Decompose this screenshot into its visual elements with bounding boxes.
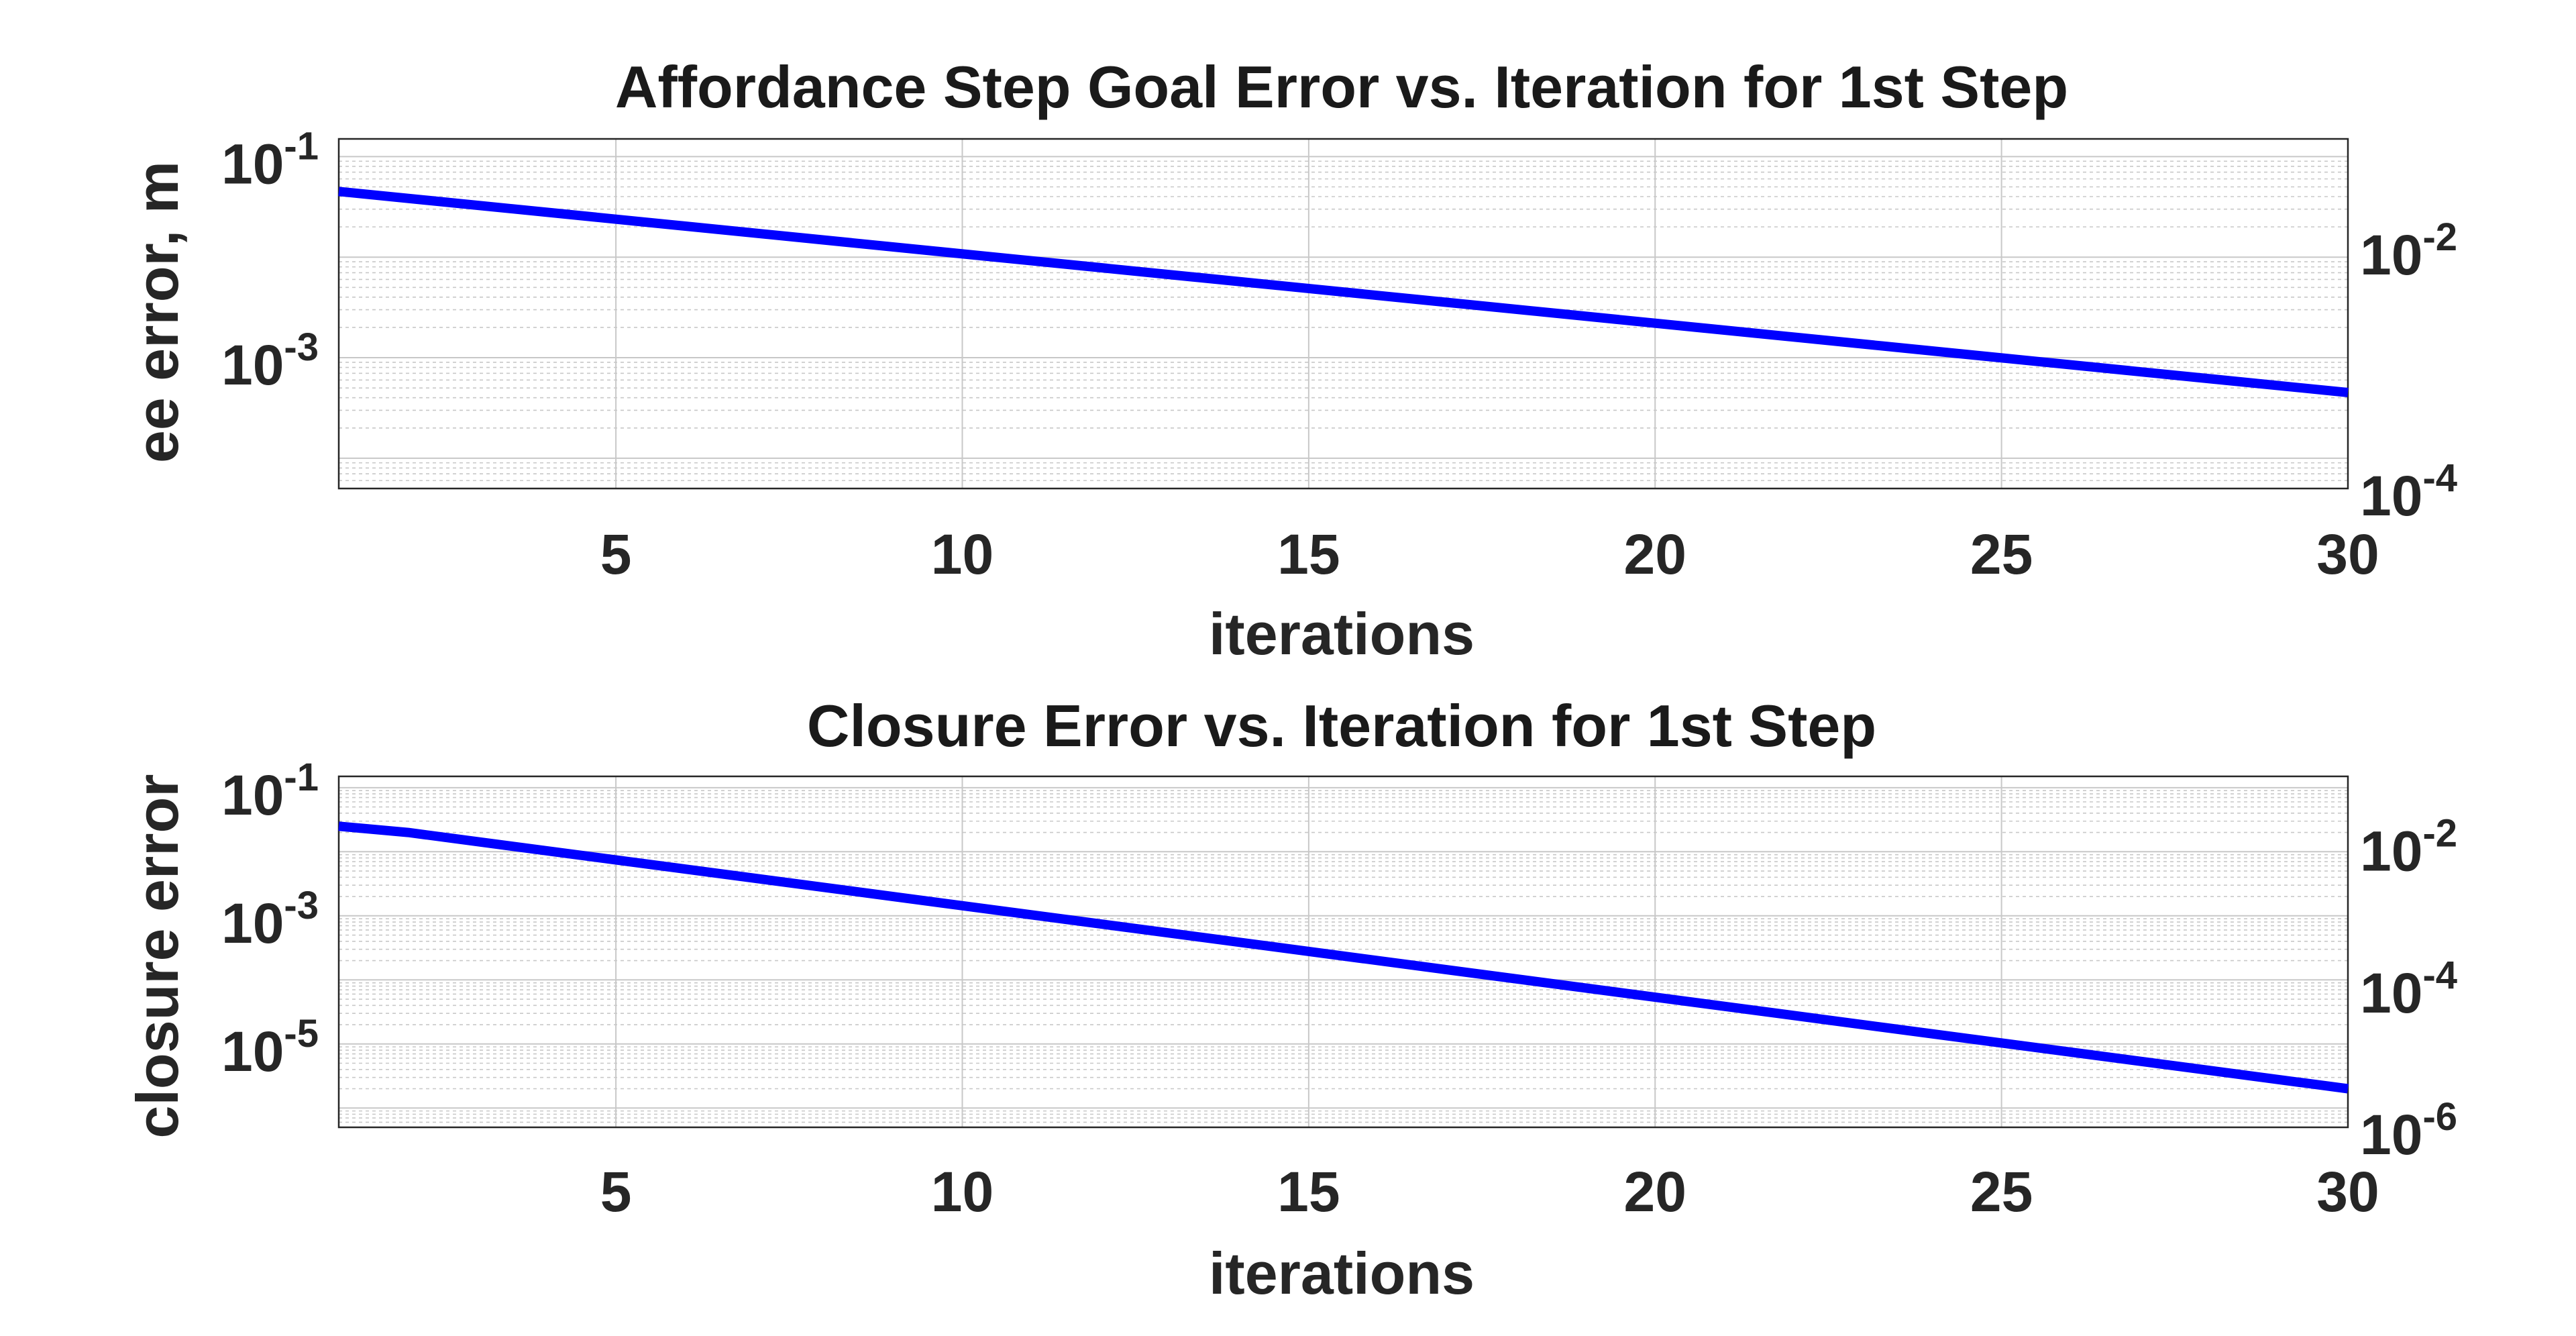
chart-title: Closure Error vs. Iteration for 1st Step [807, 692, 1876, 759]
x-axis-label: iterations [1209, 1240, 1474, 1306]
x-tick-label-4: 25 [1970, 1160, 2033, 1223]
x-axis-label: iterations [1209, 601, 1474, 667]
x-tick-label-2: 15 [1277, 523, 1340, 586]
x-tick-label-0: 5 [600, 1160, 632, 1223]
chart-title: Affordance Step Goal Error vs. Iteration… [615, 54, 2068, 120]
x-tick-label-4: 25 [1970, 523, 2033, 586]
y-left-tick-label-1: 10-3 [221, 884, 319, 955]
x-tick-label-5: 30 [2316, 523, 2379, 586]
x-tick-label-1: 10 [931, 523, 994, 586]
x-tick-label-5: 30 [2316, 1160, 2379, 1223]
plot-area [337, 138, 2349, 490]
y-left-tick-label-1: 10-3 [221, 325, 319, 397]
x-axis-ticks: 5 10 15 20 25 30 [600, 1160, 2379, 1223]
plot-area [337, 775, 2349, 1129]
y-axis-label: ee error, m [124, 161, 191, 463]
x-axis-ticks: 5 10 15 20 25 30 [600, 523, 2379, 586]
y-right-tick-label-1: 10-4 [2360, 456, 2457, 527]
y-right-tick-label-2: 10-6 [2360, 1095, 2457, 1166]
x-tick-label-0: 5 [600, 523, 632, 586]
y-right-tick-label-0: 10-2 [2360, 812, 2457, 883]
series-line [338, 187, 2349, 397]
x-tick-label-3: 20 [1624, 523, 1686, 586]
y-axis-left-ticks: 10-1 10-3 10-5 [221, 756, 319, 1083]
y-axis-right-ticks: 10-2 10-4 [2360, 215, 2457, 527]
series-line [338, 821, 2349, 1094]
y-axis-left-ticks: 10-1 10-3 [221, 124, 319, 397]
y-left-tick-label-0: 10-1 [221, 756, 319, 827]
x-tick-label-3: 20 [1624, 1160, 1686, 1223]
subplot-closure-error: Closure Error vs. Iteration for 1st Step… [124, 692, 2457, 1306]
y-right-tick-label-0: 10-2 [2360, 215, 2457, 287]
y-right-tick-label-1: 10-4 [2360, 954, 2457, 1025]
x-tick-label-2: 15 [1277, 1160, 1340, 1223]
subplot-goal-error: Affordance Step Goal Error vs. Iteration… [124, 54, 2457, 667]
y-axis-right-ticks: 10-2 10-4 10-6 [2360, 812, 2457, 1166]
y-axis-label: closure error [124, 774, 191, 1139]
x-tick-label-1: 10 [931, 1160, 994, 1223]
y-left-tick-label-2: 10-5 [221, 1012, 319, 1083]
y-left-tick-label-0: 10-1 [221, 124, 319, 195]
